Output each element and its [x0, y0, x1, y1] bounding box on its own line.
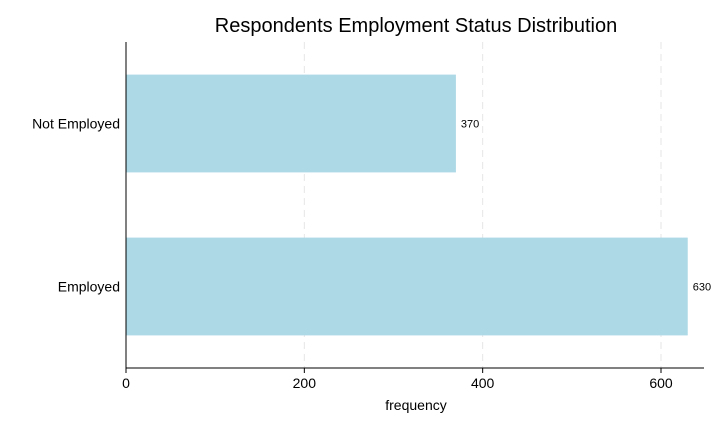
x-tick-label: 400	[471, 375, 495, 391]
chart-title: Respondents Employment Status Distributi…	[215, 15, 617, 37]
data-label: 630	[693, 282, 711, 294]
category-label: Not Employed	[32, 116, 120, 132]
x-tick-label: 200	[293, 375, 317, 391]
category-label: Employed	[58, 279, 120, 295]
x-tick-label: 600	[649, 375, 673, 391]
bars	[126, 74, 688, 336]
bar	[126, 237, 688, 336]
data-labels: 370 630	[461, 119, 711, 294]
x-tick-label: 0	[122, 375, 130, 391]
category-labels: Not Employed Employed	[32, 116, 120, 295]
x-axis-label: frequency	[385, 397, 446, 413]
axes	[125, 42, 704, 369]
bar	[126, 74, 456, 173]
x-ticks: 0 200 400 600	[122, 368, 673, 391]
data-label: 370	[461, 119, 479, 131]
